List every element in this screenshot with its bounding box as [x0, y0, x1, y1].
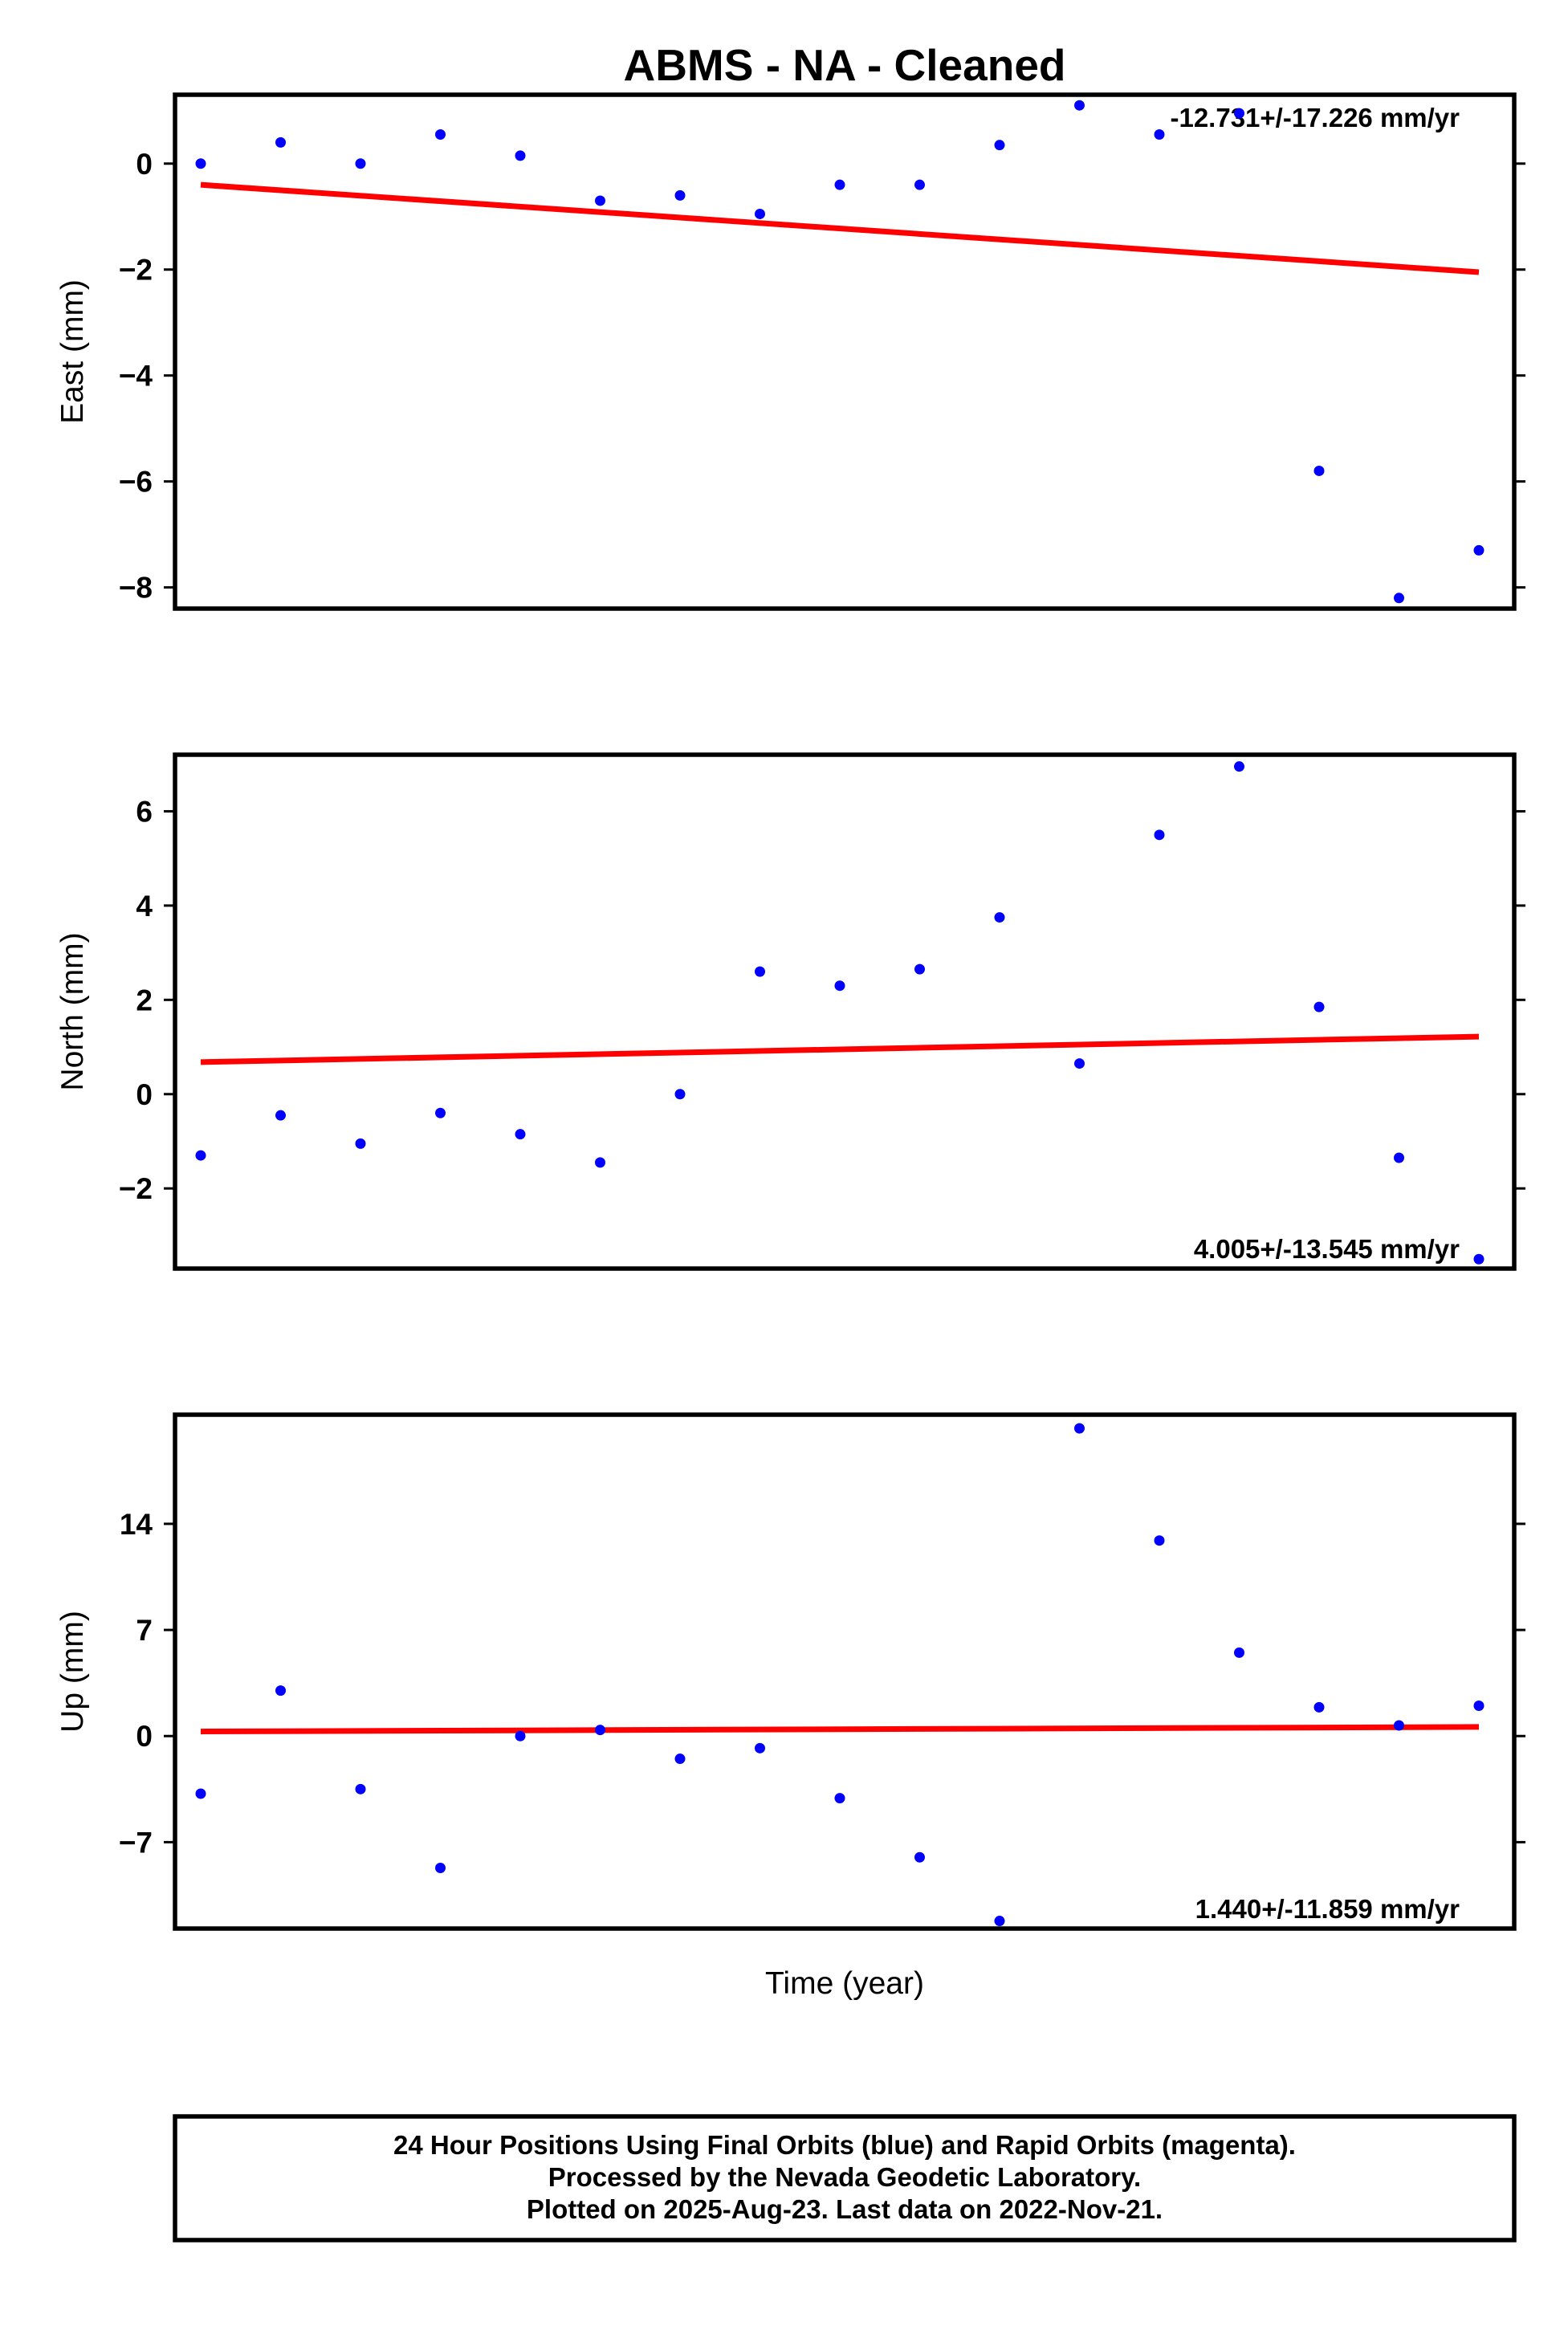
north-y-tick-label: 4: [136, 890, 153, 923]
footer-box: 24 Hour Positions Using Final Orbits (bl…: [173, 2114, 1517, 2242]
up-rate-label: 1.440+/-11.859 mm/yr: [1195, 1894, 1460, 1924]
north-rate-label: 4.005+/-13.545 mm/yr: [1194, 1234, 1460, 1264]
east-y-tick-label: −8: [119, 572, 153, 605]
east-data-point: [515, 150, 526, 161]
up-y-tick-label: 14: [120, 1508, 153, 1541]
north-data-point: [1234, 761, 1244, 772]
north-data-point: [834, 980, 845, 992]
north-data-point: [1394, 1152, 1404, 1163]
east-data-point: [1074, 100, 1085, 111]
up-data-point: [1234, 1647, 1244, 1658]
north-data-point: [1313, 1001, 1325, 1012]
north-y-tick-label: −2: [119, 1172, 153, 1205]
up-data-point: [435, 1862, 446, 1873]
north-data-point: [595, 1157, 605, 1168]
north-data-point: [755, 966, 765, 977]
north-data-point: [515, 1129, 526, 1140]
north-data-point: [1074, 1058, 1085, 1069]
east-data-point: [1313, 465, 1325, 476]
north-y-axis-label: North (mm): [55, 932, 90, 1090]
up-data-point: [755, 1742, 765, 1754]
north-trend-line: [200, 1033, 1480, 1065]
footer-line-1: 24 Hour Positions Using Final Orbits (bl…: [393, 2130, 1296, 2160]
footer-frame: [173, 2114, 1517, 2242]
east-y-tick-label: −6: [119, 466, 153, 499]
north-y-tick-label: 6: [136, 795, 153, 828]
up-data-point: [914, 1851, 925, 1863]
up-data-point: [1313, 1701, 1325, 1713]
east-data-point: [435, 128, 446, 140]
up-data-point: [1154, 1535, 1165, 1546]
up-data-point: [834, 1793, 845, 1804]
up-data-point: [994, 1916, 1005, 1927]
east-data-point: [595, 195, 605, 206]
east-data-point: [914, 179, 925, 190]
east-data-point: [755, 208, 765, 219]
east-trend-line: [200, 181, 1480, 275]
up-data-point: [515, 1730, 526, 1741]
east-data-point: [1154, 128, 1165, 140]
chart-title: ABMS - NA - Cleaned: [623, 40, 1065, 90]
north-data-point: [994, 912, 1005, 923]
east-y-axis-label: East (mm): [55, 279, 90, 424]
up-y-tick-label: 7: [136, 1614, 153, 1647]
east-data-point: [195, 158, 206, 169]
up-y-tick-label: −7: [119, 1826, 153, 1859]
east-data-point: [674, 189, 686, 201]
north-y-tick-label: 0: [136, 1078, 153, 1111]
north-plot-frame: [173, 752, 1517, 1271]
north-data-point: [674, 1089, 686, 1100]
east-data-point: [994, 140, 1005, 151]
north-y-tick-label: 2: [136, 984, 153, 1016]
north-data-point: [355, 1138, 366, 1149]
up-y-tick-label: 0: [136, 1720, 153, 1753]
east-rate-label: -12.731+/-17.226 mm/yr: [1170, 103, 1460, 132]
up-data-point: [1394, 1720, 1404, 1731]
footer-line-3: Plotted on 2025-Aug-23. Last data on 202…: [527, 2194, 1163, 2224]
x-axis-label: Time (year): [765, 1966, 924, 2001]
east-data-point: [1473, 544, 1485, 556]
up-data-point: [595, 1725, 605, 1736]
up-trend-line: [200, 1724, 1480, 1735]
east-data-point: [275, 136, 286, 148]
up-data-point: [1473, 1700, 1485, 1711]
north-panel: North (mm) 4.005+/-13.545 mm/yr 6 4 2 0 −2: [55, 752, 1525, 1271]
up-panel: Up (mm) 1.440+/-11.859 mm/yr 14 7 0 −7: [55, 1412, 1525, 1931]
east-y-tick-label: −2: [119, 254, 153, 287]
north-data-point: [914, 963, 925, 975]
up-data-point: [275, 1685, 286, 1697]
north-data-point: [1154, 829, 1165, 841]
up-plot-frame: [173, 1412, 1517, 1931]
north-data-point: [435, 1107, 446, 1118]
east-y-tick-label: 0: [136, 148, 153, 181]
up-data-point: [195, 1788, 206, 1799]
up-data-point: [355, 1783, 366, 1794]
east-data-point: [355, 158, 366, 169]
up-data-point: [1074, 1423, 1085, 1434]
east-data-point: [1234, 108, 1244, 119]
east-y-tick-label: −4: [119, 360, 153, 393]
footer-line-2: Processed by the Nevada Geodetic Laborat…: [548, 2162, 1141, 2192]
up-data-point: [674, 1754, 686, 1765]
east-data-point: [1394, 593, 1404, 604]
north-data-point: [195, 1150, 206, 1161]
north-data-point: [1473, 1253, 1485, 1265]
north-data-point: [275, 1110, 286, 1121]
east-plot-frame: [173, 92, 1517, 611]
east-data-point: [834, 179, 845, 190]
up-y-axis-label: Up (mm): [55, 1611, 90, 1733]
east-panel: East (mm) -12.731+/-17.226 mm/yr 0 −2 −4 −6…: [55, 92, 1525, 611]
